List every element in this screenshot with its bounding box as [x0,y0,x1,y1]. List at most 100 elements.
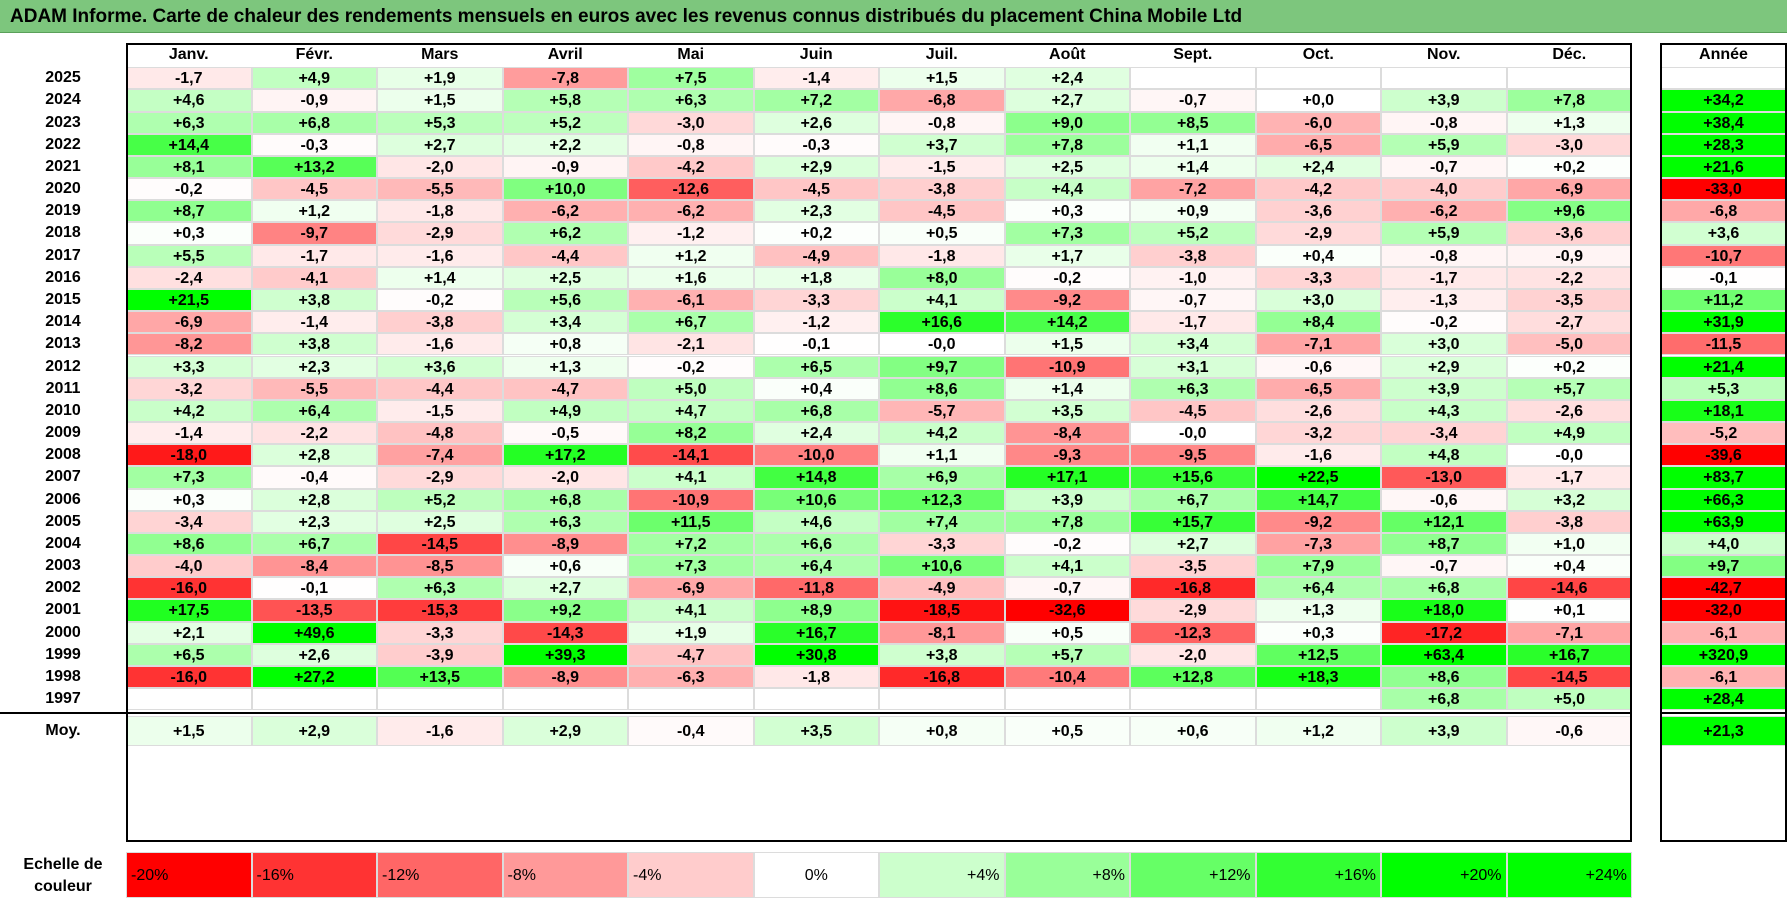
heatmap-cell: -8,1 [879,621,1005,644]
heatmap-cell: +8,2 [628,422,754,445]
heatmap-cell: +2,1 [126,621,252,644]
row-year-label: 2021 [45,157,81,175]
annual-cell: +21,6 [1660,155,1787,179]
heatmap-cell: +7,3 [628,555,754,578]
heatmap-cell: -10,0 [753,444,879,467]
heatmap-cell: +16,6 [879,311,1005,334]
heatmap-cell: -4,2 [1255,178,1381,201]
heatmap-cell: +3,2 [1506,488,1632,511]
heatmap-cell: -4,8 [377,422,503,445]
color-scale-step: -16% [251,852,377,898]
average-cell: +0,5 [1004,716,1130,747]
month-header: Juil. [925,46,958,63]
heatmap-cell: +8,1 [126,155,252,179]
annual-cell: +5,3 [1660,377,1787,400]
heatmap-cell: -16,8 [1130,577,1256,600]
month-header: Janv. [168,46,209,63]
heatmap-cell: +2,5 [377,510,503,533]
heatmap-cell: +0,3 [126,488,252,511]
heatmap-cell: -12,3 [1130,621,1256,644]
heatmap-cell: +0,4 [1506,555,1632,578]
heatmap-cell [502,688,628,711]
color-scale-step: +8% [1004,852,1130,898]
heatmap-cell: +7,8 [1004,133,1130,156]
heatmap-cell: +6,3 [1130,377,1256,400]
heatmap-cell: +1,7 [1004,244,1130,267]
heatmap-cell: +7,2 [628,532,754,556]
heatmap-cell: +6,3 [126,111,252,134]
heatmap-cell: -0,0 [879,333,1005,356]
month-header: Juin [799,46,833,63]
row-year-label: 2013 [45,335,81,353]
annual-cell: +31,9 [1660,311,1787,334]
heatmap-cell: +17,1 [1004,466,1130,489]
heatmap-cell: +1,5 [377,89,503,112]
heatmap-cell: +5,8 [502,89,628,112]
color-scale-step: -8% [502,852,628,898]
heatmap-cell: +2,2 [502,133,628,156]
month-header: Nov. [1427,46,1461,63]
heatmap-cell: +1,9 [628,621,754,644]
heatmap-cell: +5,7 [1506,377,1632,400]
heatmap-cell: +1,6 [628,266,754,289]
heatmap-cell: -17,2 [1381,621,1507,644]
heatmap-cell: +3,9 [1381,377,1507,400]
month-header: Déc. [1552,46,1587,63]
heatmap-cell: -2,9 [1255,222,1381,245]
heatmap-cell: +2,9 [1381,355,1507,378]
heatmap-cell: +12,3 [879,488,1005,511]
heatmap-cell: +1,2 [628,244,754,267]
color-scale-step: +16% [1255,852,1381,898]
average-cell: +3,5 [753,716,879,747]
color-scale-step: +4% [879,852,1005,898]
heatmap-cell: -4,0 [1381,178,1507,201]
chart-title: ADAM Informe. Carte de chaleur des rende… [0,0,1787,33]
heatmap-cell: -6,2 [1381,200,1507,223]
heatmap-cell: +3,9 [1381,89,1507,112]
annual-cell: -6,1 [1660,665,1787,689]
heatmap-cell: +7,2 [753,89,879,112]
heatmap-cell: -3,6 [1506,222,1632,245]
heatmap-cell: +0,3 [1255,621,1381,644]
heatmap-cell: -3,0 [628,111,754,134]
heatmap-cell: -4,7 [502,377,628,400]
annual-cell: +34,2 [1660,89,1787,112]
heatmap-cell: -4,4 [377,377,503,400]
heatmap-cell: +6,5 [126,643,252,666]
heatmap-cell: -7,2 [1130,178,1256,201]
heatmap-cell: -0,6 [1255,355,1381,378]
heatmap-cell: +1,5 [1004,333,1130,356]
average-cell: -0,6 [1506,716,1632,747]
heatmap-cell: -2,0 [377,155,503,179]
heatmap-cell: +0,5 [879,222,1005,245]
heatmap-cell: -6,0 [1255,111,1381,134]
heatmap-cell: -8,5 [377,555,503,578]
heatmap-cell: -1,4 [251,311,377,334]
heatmap-cell: -4,2 [628,155,754,179]
heatmap-cell: -6,1 [628,289,754,312]
heatmap-cell: -6,5 [1255,377,1381,400]
heatmap-cell: +13,2 [251,155,377,179]
heatmap-cell: +3,1 [1130,355,1256,378]
heatmap-cell: -8,9 [502,532,628,556]
heatmap-cell: +5,5 [126,244,252,267]
heatmap-cell: -0,9 [502,155,628,179]
heatmap-cell: +0,0 [1255,89,1381,112]
heatmap-cell [1255,67,1381,90]
heatmap-cell: +49,6 [251,621,377,644]
average-cell: -1,6 [377,716,503,747]
heatmap-cell: -2,9 [377,222,503,245]
heatmap-cell: +2,4 [753,422,879,445]
heatmap-cell: -16,0 [126,577,252,600]
heatmap-cell: -0,2 [1381,311,1507,334]
heatmap-cell: +6,2 [502,222,628,245]
heatmap-cell: +2,3 [753,200,879,223]
heatmap-cell: +0,4 [1255,244,1381,267]
row-year-label: 2025 [45,69,81,87]
average-cell: +1,5 [126,716,252,747]
heatmap-cell: -1,6 [377,244,503,267]
heatmap-cell: -0,3 [251,133,377,156]
heatmap-cell: +4,7 [628,399,754,422]
heatmap-cell: -1,2 [628,222,754,245]
heatmap-cell: -4,5 [1130,399,1256,422]
